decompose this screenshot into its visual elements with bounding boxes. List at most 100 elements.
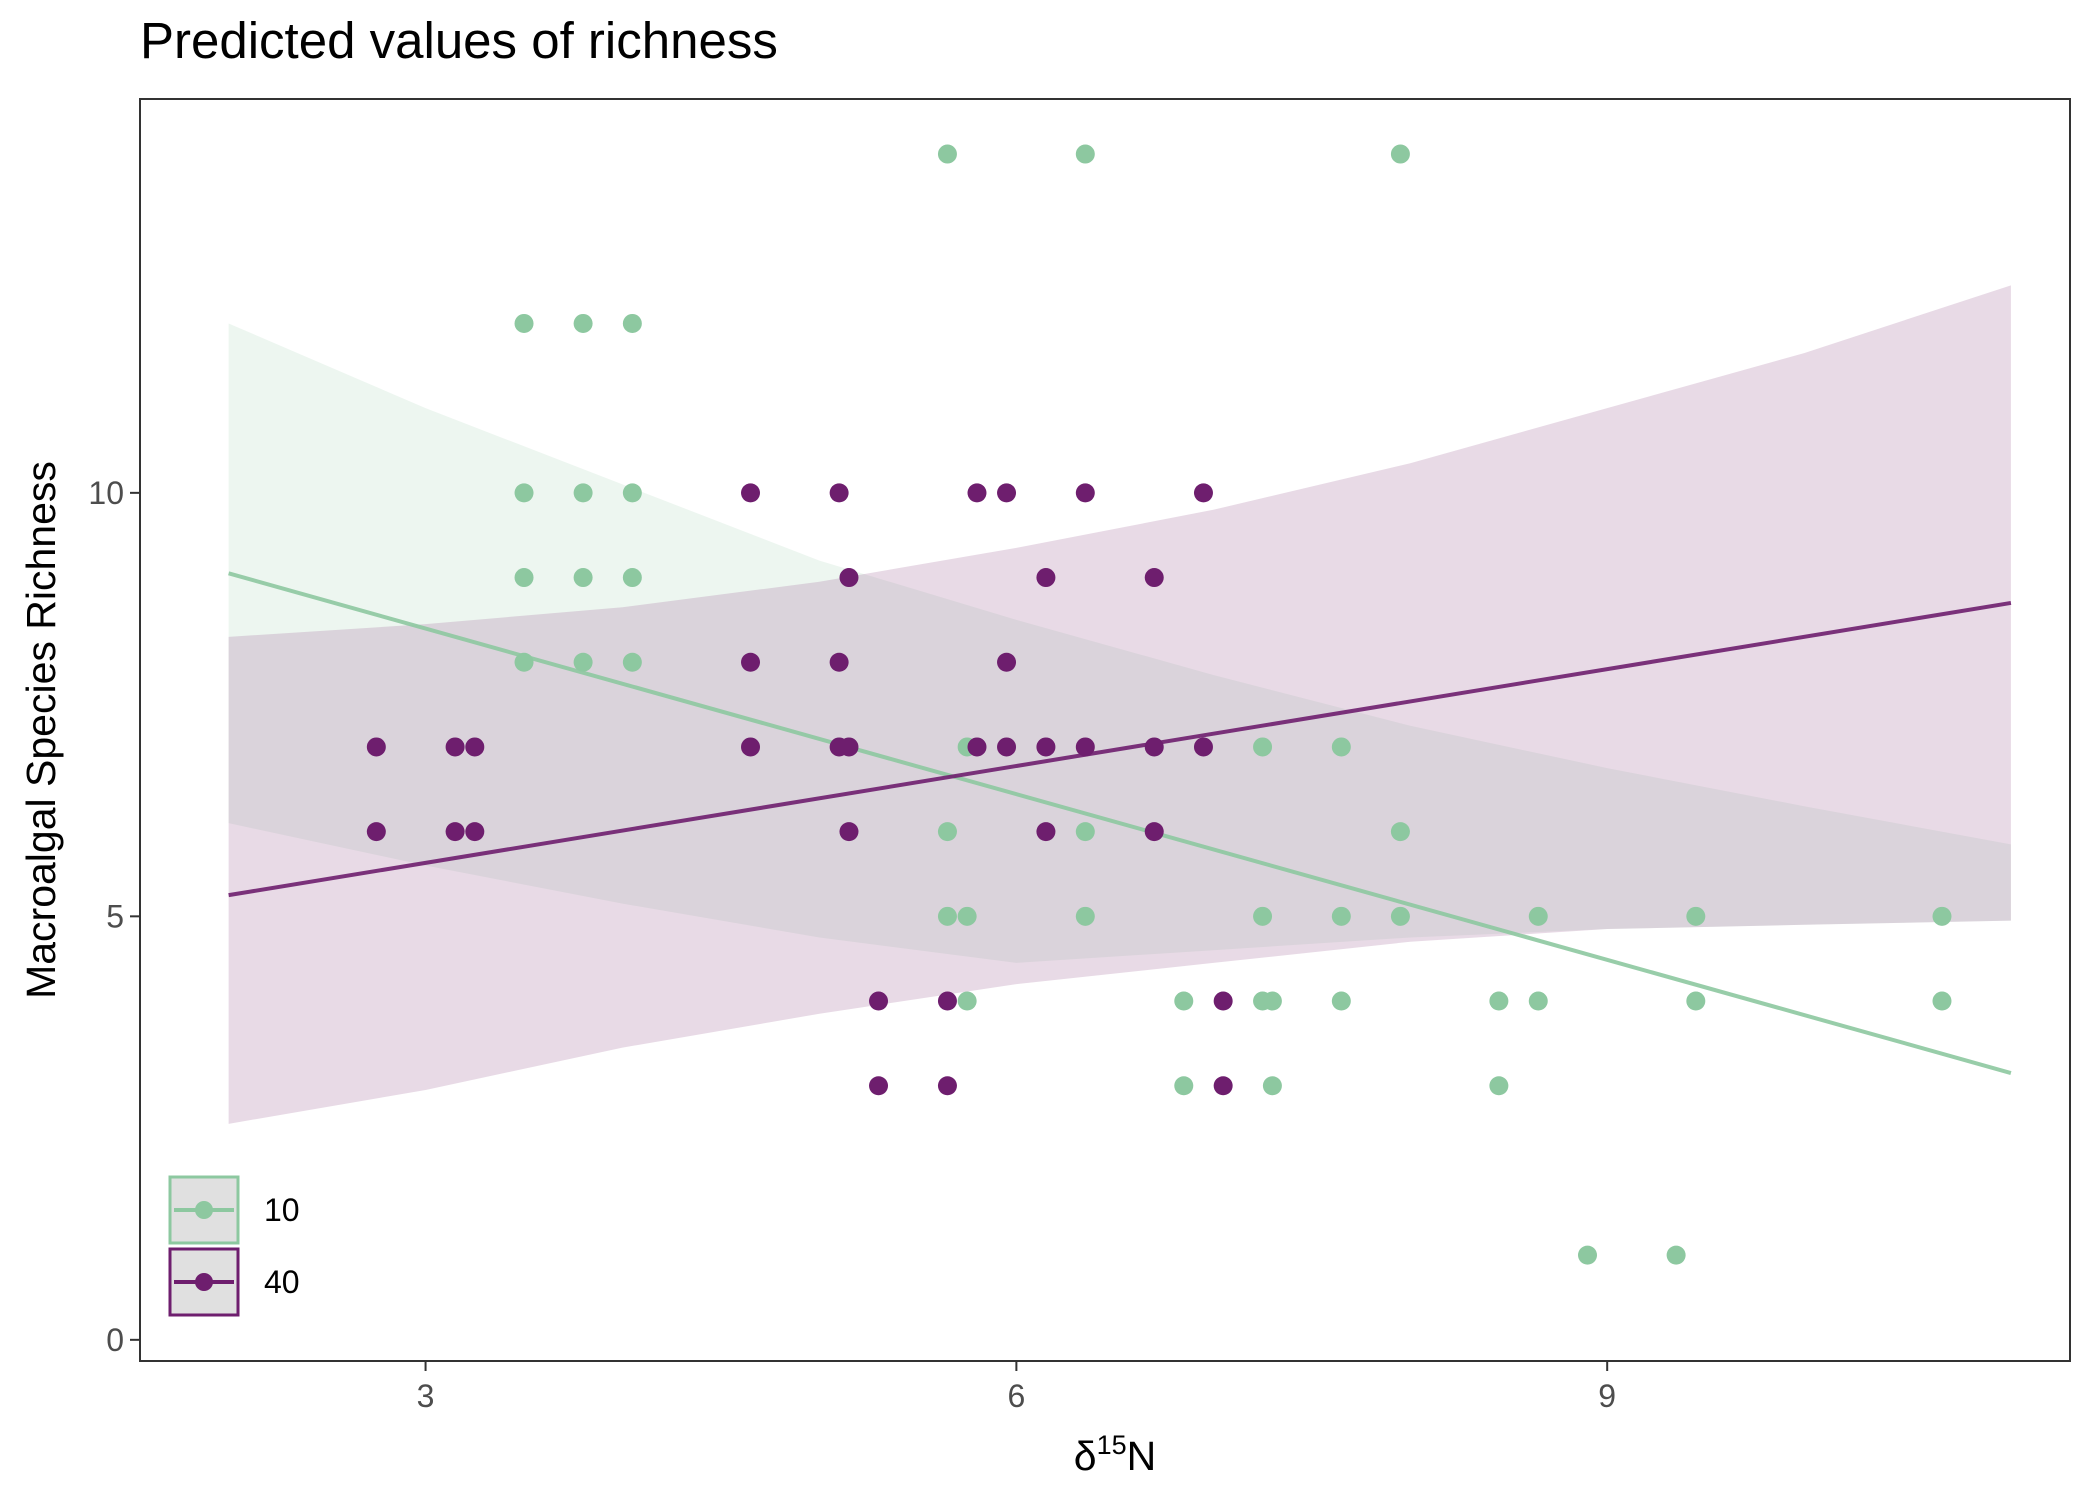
data-point-10 (1253, 906, 1273, 926)
data-point-10 (1253, 737, 1273, 757)
data-point-40 (741, 652, 761, 672)
legend: 10 40 (168, 1175, 300, 1317)
data-point-10 (1489, 991, 1509, 1011)
data-point-10 (957, 906, 977, 926)
data-point-40 (829, 652, 849, 672)
data-point-40 (445, 737, 465, 757)
data-point-10 (937, 144, 957, 164)
y-axis-label: Macroalgal Species Richness (18, 461, 64, 999)
data-point-40 (1036, 822, 1056, 842)
x-axis-label-superscript: 15 (1097, 1430, 1127, 1460)
x-tick-label: 9 (1598, 1378, 1616, 1414)
data-point-40 (869, 991, 889, 1011)
data-point-40 (937, 991, 957, 1011)
data-point-10 (1075, 822, 1095, 842)
data-point-40 (967, 737, 987, 757)
data-point-40 (741, 483, 761, 503)
data-point-40 (997, 652, 1017, 672)
data-point-40 (445, 822, 465, 842)
data-point-10 (1331, 737, 1351, 757)
data-point-10 (514, 483, 534, 503)
data-point-10 (1331, 991, 1351, 1011)
data-point-40 (366, 822, 386, 842)
plot-panel-border (139, 98, 2071, 1362)
data-point-10 (1075, 144, 1095, 164)
data-point-40 (465, 822, 485, 842)
data-point-10 (573, 652, 593, 672)
data-point-10 (1932, 906, 1952, 926)
x-axis-label: δ15N (1074, 1430, 1156, 1479)
data-points (366, 144, 1952, 1265)
y-tick-label: 5 (106, 898, 124, 934)
data-point-40 (997, 737, 1017, 757)
legend-key-point-40 (195, 1273, 213, 1291)
data-point-10 (1390, 822, 1410, 842)
x-tick-label: 3 (417, 1378, 435, 1414)
fit-line-40 (228, 600, 2012, 898)
data-point-40 (937, 1076, 957, 1096)
data-point-10 (573, 568, 593, 588)
data-point-10 (1932, 991, 1952, 1011)
data-point-10 (573, 483, 593, 503)
data-point-40 (869, 1076, 889, 1096)
data-point-10 (1390, 906, 1410, 926)
data-point-40 (839, 737, 859, 757)
y-tick-label: 10 (88, 475, 124, 511)
legend-label-40: 40 (264, 1264, 300, 1300)
data-point-40 (1036, 568, 1056, 588)
data-point-40 (1193, 483, 1213, 503)
data-point-10 (1390, 144, 1410, 164)
data-point-40 (839, 568, 859, 588)
data-point-10 (1075, 906, 1095, 926)
data-point-40 (997, 483, 1017, 503)
data-point-40 (839, 822, 859, 842)
data-point-10 (514, 313, 534, 333)
data-point-10 (937, 822, 957, 842)
data-point-40 (1193, 737, 1213, 757)
confidence-band-10 (228, 323, 2011, 963)
data-point-10 (1666, 1245, 1686, 1265)
data-point-10 (1331, 906, 1351, 926)
data-point-10 (1578, 1245, 1597, 1265)
confidence-bands (228, 285, 2011, 1124)
data-point-10 (514, 652, 534, 672)
x-axis-label-base: δ (1074, 1433, 1097, 1479)
data-point-40 (1075, 737, 1095, 757)
data-point-10 (1686, 991, 1706, 1011)
data-point-10 (1174, 991, 1194, 1011)
data-point-10 (622, 652, 642, 672)
data-point-10 (573, 313, 593, 333)
data-point-10 (1528, 906, 1548, 926)
data-point-10 (1262, 991, 1282, 1011)
x-axis-label-suffix: N (1127, 1433, 1157, 1479)
data-point-10 (1686, 906, 1706, 926)
data-point-40 (829, 483, 849, 503)
data-point-40 (1213, 991, 1233, 1011)
data-point-40 (1036, 737, 1056, 757)
data-point-10 (937, 906, 957, 926)
data-point-40 (465, 737, 485, 757)
data-point-10 (622, 568, 642, 588)
x-tick-label: 6 (1007, 1378, 1025, 1414)
legend-label-10: 10 (264, 1192, 300, 1228)
y-axis: 0 5 10 (88, 475, 140, 1358)
data-point-40 (1213, 1076, 1233, 1096)
data-point-10 (1262, 1076, 1282, 1096)
data-point-40 (1075, 483, 1095, 503)
data-point-10 (1174, 1076, 1194, 1096)
x-axis: 3 6 9 (417, 1361, 1616, 1414)
data-point-10 (957, 991, 977, 1011)
data-point-40 (741, 737, 761, 757)
data-point-40 (1144, 568, 1164, 588)
data-point-10 (622, 483, 642, 503)
data-point-10 (1528, 991, 1548, 1011)
data-point-40 (1144, 822, 1164, 842)
legend-key-point-10 (195, 1201, 213, 1219)
data-point-40 (967, 483, 987, 503)
data-point-40 (366, 737, 386, 757)
confidence-band-40 (228, 285, 2011, 1124)
data-point-10 (1489, 1076, 1509, 1096)
chart-title: Predicted values of richness (140, 12, 778, 69)
